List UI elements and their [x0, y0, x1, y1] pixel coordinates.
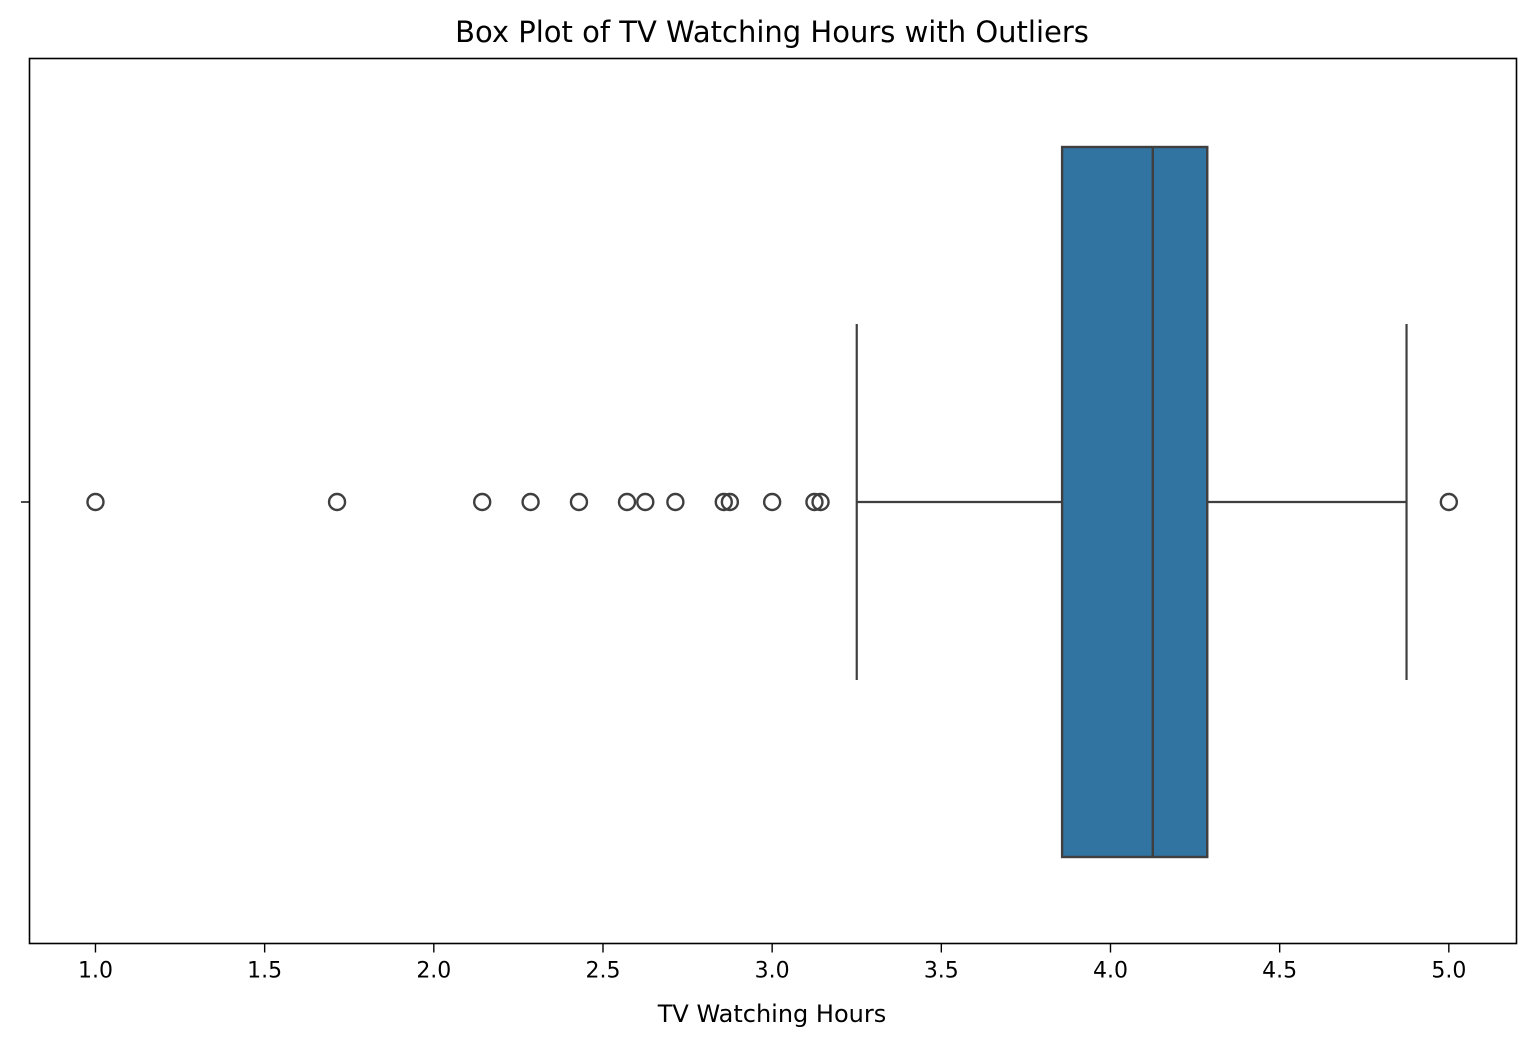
outlier-point: [327, 492, 347, 512]
x-axis-label: TV Watching Hours: [657, 1000, 886, 1028]
outlier-point: [86, 492, 105, 512]
outlier-point: [762, 492, 782, 512]
x-tick-label: 2.0: [416, 959, 451, 984]
iqr-box: [1060, 145, 1209, 859]
x-tick-label: 1.0: [78, 959, 113, 984]
plot-area-frame: [28, 57, 1518, 945]
outlier-point: [617, 492, 637, 512]
outlier-point: [569, 492, 589, 512]
outlier-point: [714, 492, 733, 512]
x-tick-label: 3.5: [924, 959, 959, 984]
outlier-point: [636, 492, 655, 512]
outlier-point: [666, 492, 685, 512]
outlier-point: [811, 492, 830, 512]
chart-title: Box Plot of TV Watching Hours with Outli…: [455, 15, 1089, 49]
x-tick-label: 4.5: [1262, 959, 1297, 984]
x-tick-label: 3.0: [755, 959, 790, 984]
x-axis: 1.0 1.5 2.0 2.5 3.0 3.5 4.0 4.5 5.0: [78, 943, 1466, 984]
outlier-point: [521, 492, 540, 512]
box-plot-marks: [86, 145, 1459, 859]
x-tick-label: 2.5: [585, 959, 620, 984]
outlier-point: [805, 492, 824, 512]
x-tick-label: 1.5: [247, 959, 282, 984]
x-tick-label: 5.0: [1431, 959, 1466, 984]
outlier-point: [472, 492, 492, 512]
outlier-point: [720, 492, 740, 512]
x-tick-label: 4.0: [1093, 959, 1128, 984]
outlier-point: [1439, 492, 1459, 512]
